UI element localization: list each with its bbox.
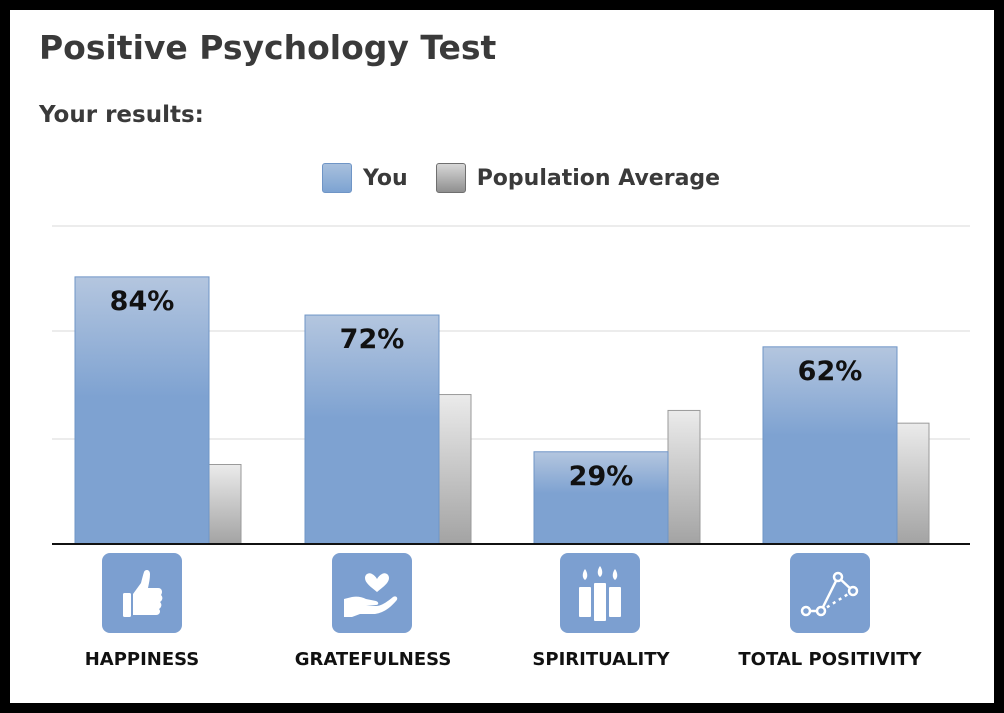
bar-population-average-spirituality — [667, 409, 701, 545]
results-bar-chart: 84% 72% 29% 62% — [52, 225, 970, 545]
bar-population-average-gratefulness — [438, 394, 472, 545]
results-subtitle: Your results: — [39, 102, 204, 128]
results-panel: Positive Psychology Test Your results: Y… — [10, 10, 994, 703]
legend-label-population-average: Population Average — [476, 165, 721, 191]
data-label-you-gratefulness: 72% — [340, 324, 405, 355]
connected-dots-icon — [790, 553, 870, 633]
bar-you-spirituality — [533, 451, 669, 545]
category-label-total-positivity: TOTAL POSITIVITY — [738, 649, 922, 670]
category-label-gratefulness: GRATEFULNESS — [294, 649, 452, 670]
category-label-happiness: HAPPINESS — [84, 649, 200, 670]
heart-in-hand-icon — [332, 553, 412, 633]
candles-icon — [560, 553, 640, 633]
bar-population-average-happiness — [208, 464, 242, 545]
bar-you-total-positivity — [762, 346, 898, 545]
bar-you-gratefulness — [304, 314, 440, 545]
legend-swatch-population-average — [435, 163, 466, 193]
bar-you-happiness — [74, 276, 210, 545]
data-label-you-spirituality: 29% — [569, 461, 634, 492]
category-label-spirituality: SPIRITUALITY — [532, 649, 670, 670]
data-label-you-total-positivity: 62% — [798, 356, 863, 387]
legend-label-you: You — [363, 165, 408, 191]
legend-swatch-you — [322, 163, 352, 193]
data-label-you-happiness: 84% — [110, 286, 175, 317]
thumbs-up-icon — [102, 553, 182, 633]
page-title: Positive Psychology Test — [39, 28, 497, 67]
chart-legend: You Population Average — [322, 161, 720, 195]
bar-population-average-total-positivity — [896, 422, 930, 545]
